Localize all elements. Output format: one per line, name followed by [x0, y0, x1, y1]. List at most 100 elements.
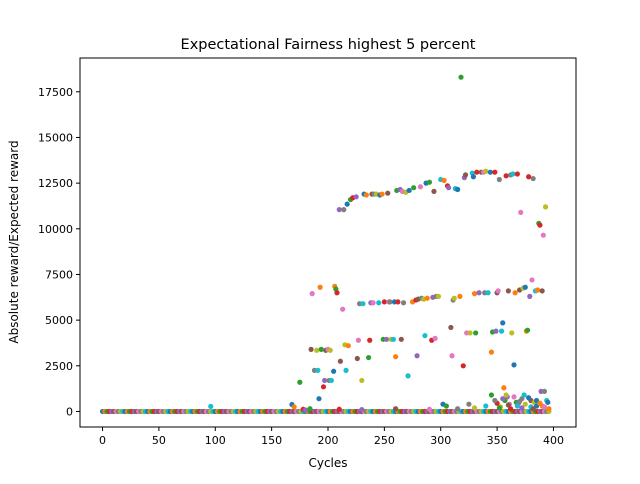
data-point	[446, 185, 452, 191]
data-point	[422, 333, 428, 339]
data-point	[359, 407, 365, 413]
data-point	[493, 328, 499, 334]
data-point	[542, 204, 549, 210]
data-point	[336, 207, 342, 213]
data-point	[496, 405, 502, 411]
data-point	[393, 354, 399, 360]
data-point	[517, 398, 523, 405]
data-point	[519, 405, 525, 411]
data-point	[455, 186, 461, 193]
data-point	[365, 354, 372, 361]
data-point	[474, 169, 480, 175]
y-tick-label: 15000	[38, 131, 73, 144]
data-point	[514, 403, 520, 409]
x-tick-label: 400	[543, 434, 564, 447]
data-point	[417, 184, 424, 190]
data-point	[431, 188, 437, 194]
data-point	[414, 353, 420, 359]
data-point	[309, 291, 315, 297]
chart-title: Expectational Fairness highest 5 percent	[181, 37, 476, 53]
data-point	[530, 406, 536, 412]
data-point	[359, 377, 365, 384]
data-point	[424, 295, 430, 301]
x-tick-label: 50	[152, 434, 166, 447]
y-tick-label: 5000	[45, 314, 73, 327]
data-point	[435, 293, 442, 299]
data-point	[390, 336, 396, 342]
data-point	[406, 187, 412, 194]
data-point	[522, 284, 528, 290]
data-point	[322, 377, 328, 384]
data-point	[316, 396, 322, 402]
y-axis: 0 2500 5000 7500 10000 12500 15000 17500	[38, 86, 80, 418]
data-point	[526, 174, 532, 180]
data-point	[470, 174, 477, 180]
data-point	[492, 397, 498, 404]
data-point	[379, 191, 385, 197]
data-point	[443, 403, 449, 409]
data-point	[363, 192, 369, 198]
data-point	[367, 337, 373, 343]
data-point	[521, 392, 527, 398]
data-point	[495, 288, 501, 294]
data-point	[522, 401, 528, 407]
data-point	[457, 293, 463, 299]
x-tick-label: 200	[318, 434, 339, 447]
data-point	[471, 291, 478, 297]
data-point	[487, 169, 493, 175]
data-point	[370, 300, 376, 306]
data-point	[499, 328, 505, 334]
data-point	[541, 388, 548, 394]
data-point	[441, 177, 447, 183]
data-point	[400, 300, 407, 306]
data-point	[449, 353, 455, 359]
data-point	[398, 336, 404, 342]
data-point	[343, 367, 349, 373]
data-point	[384, 336, 390, 342]
data-point	[327, 347, 333, 353]
data-point	[314, 347, 320, 353]
y-tick-label: 0	[66, 405, 73, 418]
data-point	[385, 190, 391, 196]
data-point	[337, 358, 343, 364]
data-point	[514, 171, 520, 177]
data-point	[426, 179, 433, 185]
x-axis: 0 50 100 150 200 250 300 350 400	[99, 427, 564, 447]
data-point	[291, 404, 297, 410]
data-point	[505, 288, 511, 294]
data-point	[503, 173, 509, 179]
data-point	[510, 171, 516, 177]
x-tick-label: 0	[99, 434, 106, 447]
data-point	[426, 406, 433, 412]
data-point	[537, 400, 543, 406]
data-point	[503, 392, 509, 398]
data-point	[500, 320, 506, 326]
data-point	[315, 367, 321, 373]
data-point	[297, 379, 303, 385]
data-point	[535, 287, 541, 293]
y-tick-label: 2500	[45, 360, 73, 373]
data-point	[318, 346, 324, 352]
data-point	[509, 330, 515, 336]
data-point	[432, 335, 438, 341]
data-point	[341, 207, 347, 213]
data-point	[483, 403, 489, 409]
data-point	[511, 394, 517, 400]
data-point	[527, 293, 533, 299]
data-point	[492, 169, 498, 175]
data-point	[308, 346, 314, 352]
data-point	[462, 172, 469, 178]
data-point	[405, 373, 411, 379]
data-point	[508, 406, 514, 412]
data-point	[485, 290, 491, 296]
data-point	[307, 406, 313, 412]
data-point	[471, 405, 478, 411]
data-point	[511, 362, 517, 368]
data-point	[539, 288, 545, 294]
data-point	[545, 399, 551, 405]
data-point	[476, 290, 482, 296]
data-point	[512, 290, 518, 296]
data-point	[344, 201, 350, 207]
data-point	[518, 209, 524, 215]
